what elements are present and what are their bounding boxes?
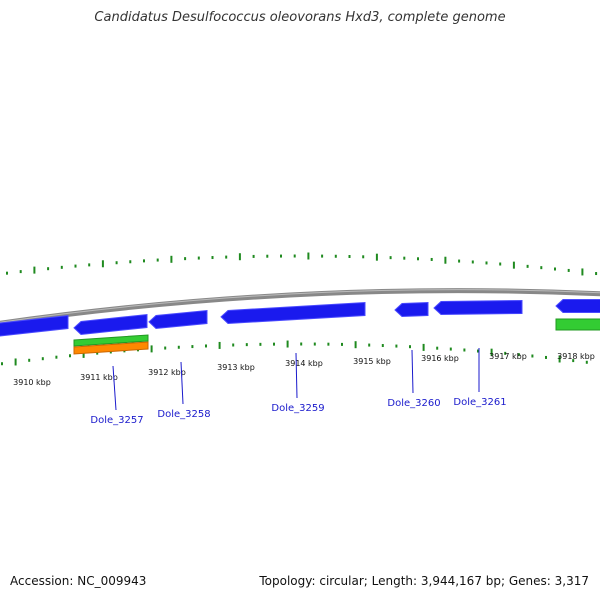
kbp-tick-label: 3918 kbp	[557, 352, 595, 361]
accession-text: Accession: NC_009943	[10, 574, 147, 588]
gene-label: Dole_3261	[453, 397, 506, 408]
gene-arrow	[220, 301, 366, 325]
gc-skew-ticks-inner	[1, 340, 588, 366]
gene-label: Dole_3260	[387, 398, 440, 409]
gene-leader-line	[295, 352, 298, 399]
gene-leader-line	[180, 361, 184, 405]
cog-block-green	[73, 334, 149, 347]
genome-summary-text: Topology: circular; Length: 3,944,167 bp…	[259, 574, 589, 588]
gene-label: Dole_3259	[271, 403, 324, 414]
gene-arrow	[394, 301, 429, 318]
gene-label: Dole_3257	[90, 415, 143, 426]
kbp-tick-label: 3912 kbp	[148, 368, 186, 377]
cog-block-green	[555, 318, 600, 331]
kbp-tick-label: 3915 kbp	[353, 357, 391, 366]
gene-arrow	[433, 299, 523, 316]
gene-leader-line	[112, 365, 117, 411]
gene-arrow	[148, 309, 208, 330]
kbp-tick-label: 3910 kbp	[13, 378, 51, 387]
gc-skew-ticks-outer	[6, 252, 598, 276]
gene-arrow	[0, 314, 69, 337]
gene-label: Dole_3258	[157, 409, 210, 420]
map-title: Candidatus Desulfococcus oleovorans Hxd3…	[94, 10, 506, 25]
gene-arrow	[73, 313, 148, 336]
kbp-tick-label: 3916 kbp	[421, 354, 459, 363]
cog-block-orange	[73, 341, 149, 355]
cog-track	[73, 318, 600, 355]
gene-arrow	[555, 299, 600, 313]
gene-label-group: Dole_3257 Dole_3258 Dole_3259 Dole_3260 Dole…	[90, 348, 507, 426]
genome-backbone-highlight	[0, 289, 600, 323]
kbp-tick-label: 3917 kbp	[489, 352, 527, 361]
kbp-tick-label: 3913 kbp	[217, 363, 255, 372]
kbp-scale: 3910 kbp 3911 kbp 3912 kbp 3913 kbp 3914 kbp…	[13, 352, 595, 387]
gene-leader-line	[411, 349, 414, 394]
gene-track	[0, 299, 600, 337]
kbp-tick-label: 3914 kbp	[285, 359, 323, 368]
kbp-tick-label: 3911 kbp	[80, 373, 118, 382]
genome-backbone	[0, 288, 600, 326]
